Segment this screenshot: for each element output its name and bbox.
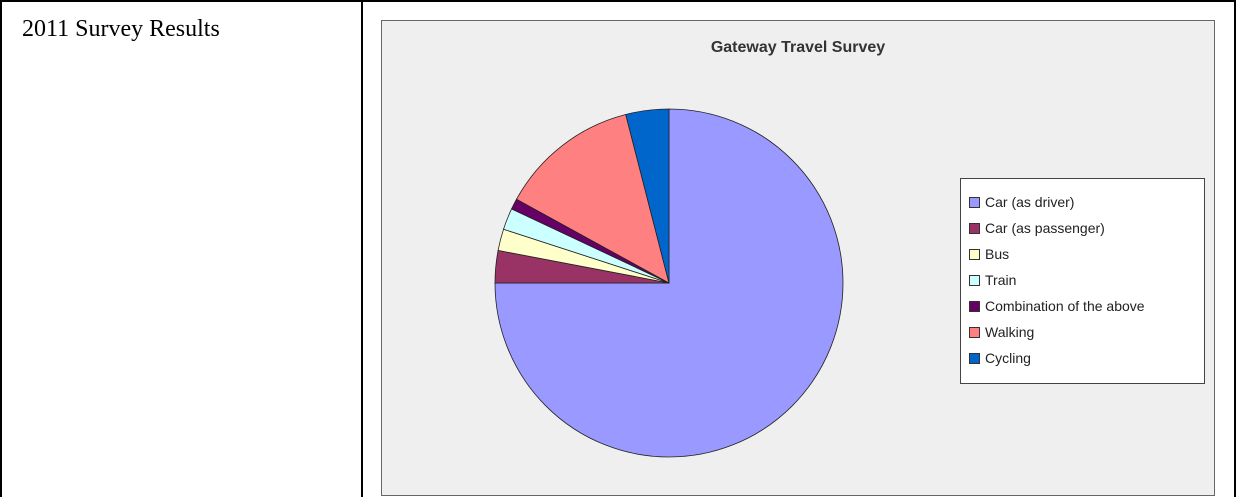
legend-label: Walking [985,324,1035,340]
legend-item: Bus [969,241,1009,267]
legend-item: Walking [969,319,1034,345]
legend: Car (as driver) Car (as passenger) Bus Trai… [960,178,1205,384]
legend-swatch [969,274,980,286]
legend-label: Train [985,272,1017,288]
legend-item: Car (as driver) [969,189,1074,215]
legend-swatch [969,196,980,208]
legend-swatch [969,352,980,364]
legend-label: Combination of the above [985,298,1145,314]
table-divider [361,0,363,497]
table-right-border [1234,0,1236,497]
legend-label: Bus [985,246,1010,262]
left-cell: 2011 Survey Results [2,2,361,497]
legend-item: Cycling [969,345,1031,371]
survey-results-heading: 2011 Survey Results [22,16,220,42]
legend-swatch [969,222,980,234]
legend-label: Car (as passenger) [985,220,1105,236]
legend-item: Train [969,267,1016,293]
chart-title: Gateway Travel Survey [710,39,886,56]
chart-frame: Gateway Travel Survey Car (as driver) Car… [381,20,1215,496]
legend-item: Combination of the above [969,293,1145,319]
legend-label: Cycling [985,350,1031,366]
pie-slice-walking [515,113,670,284]
legend-swatch [969,326,980,338]
pie-slice-cycling [625,108,670,284]
legend-swatch [969,300,980,312]
legend-item: Car (as passenger) [969,215,1105,241]
pie-chart [494,108,844,458]
legend-label: Car (as driver) [985,194,1075,210]
legend-swatch [969,248,980,260]
